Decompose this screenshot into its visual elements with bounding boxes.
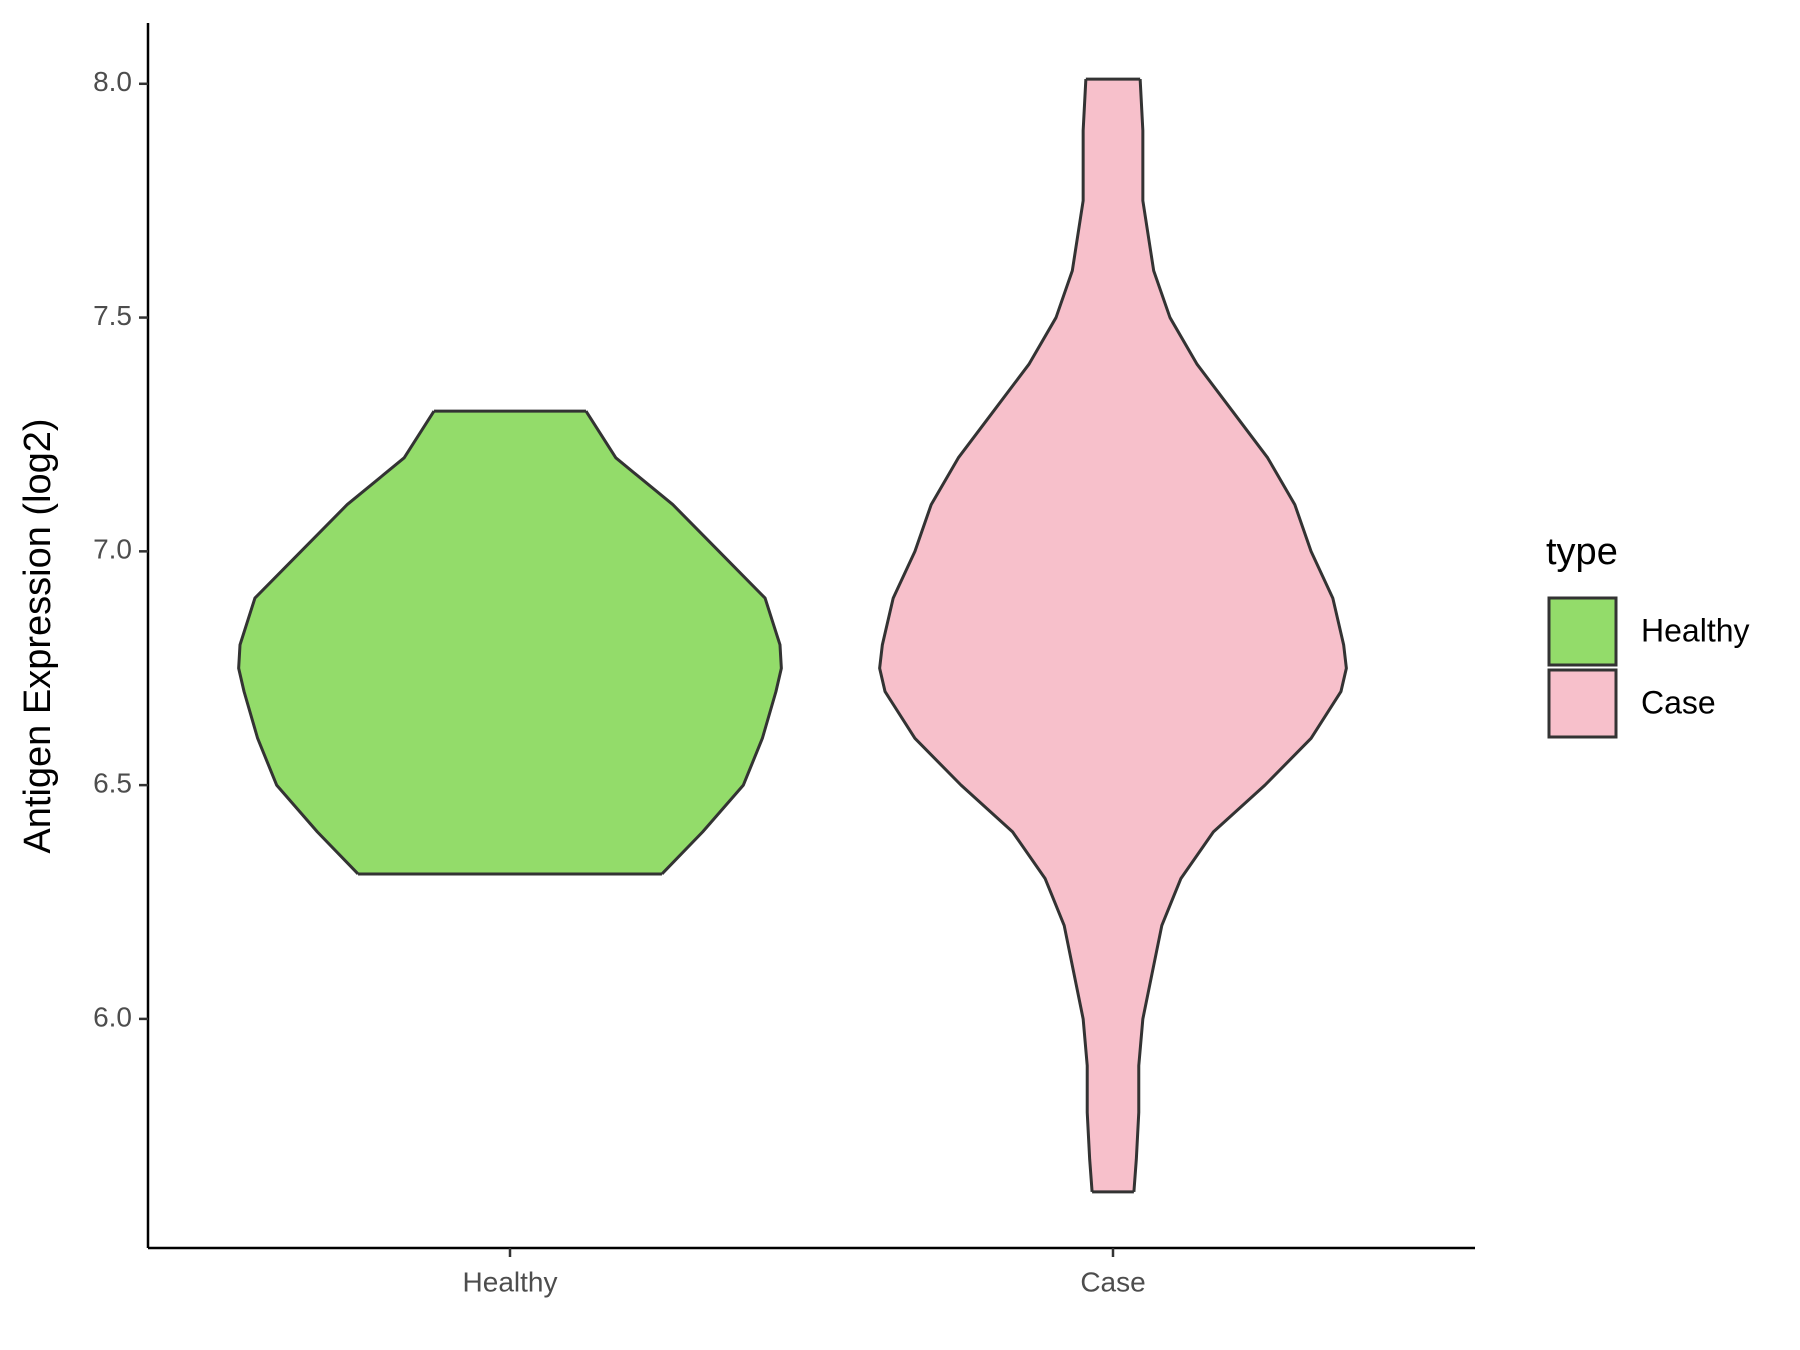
legend-title: type	[1546, 531, 1618, 573]
y-axis-title: Antigen Expression (log2)	[17, 418, 59, 853]
violin-outline	[1132, 79, 1348, 1193]
violin-outline	[237, 410, 436, 875]
x-tick-label: Case	[1080, 1266, 1145, 1297]
violin-fill	[238, 411, 782, 874]
legend-key	[1547, 596, 1618, 667]
violin-outline	[584, 410, 783, 875]
x-tick-label: Healthy	[463, 1266, 558, 1297]
y-tick-label: 6.5	[93, 768, 132, 799]
y-tick-label: 8.0	[93, 66, 132, 97]
legend-label: Healthy	[1641, 612, 1750, 648]
y-tick-label: 6.0	[93, 1001, 132, 1032]
y-tick-label: 7.5	[93, 300, 132, 331]
violin-fill	[879, 79, 1347, 1192]
legend-key	[1547, 668, 1618, 739]
y-tick-label: 7.0	[93, 534, 132, 565]
legend-label: Case	[1641, 684, 1716, 720]
violin-outline	[878, 79, 1094, 1193]
